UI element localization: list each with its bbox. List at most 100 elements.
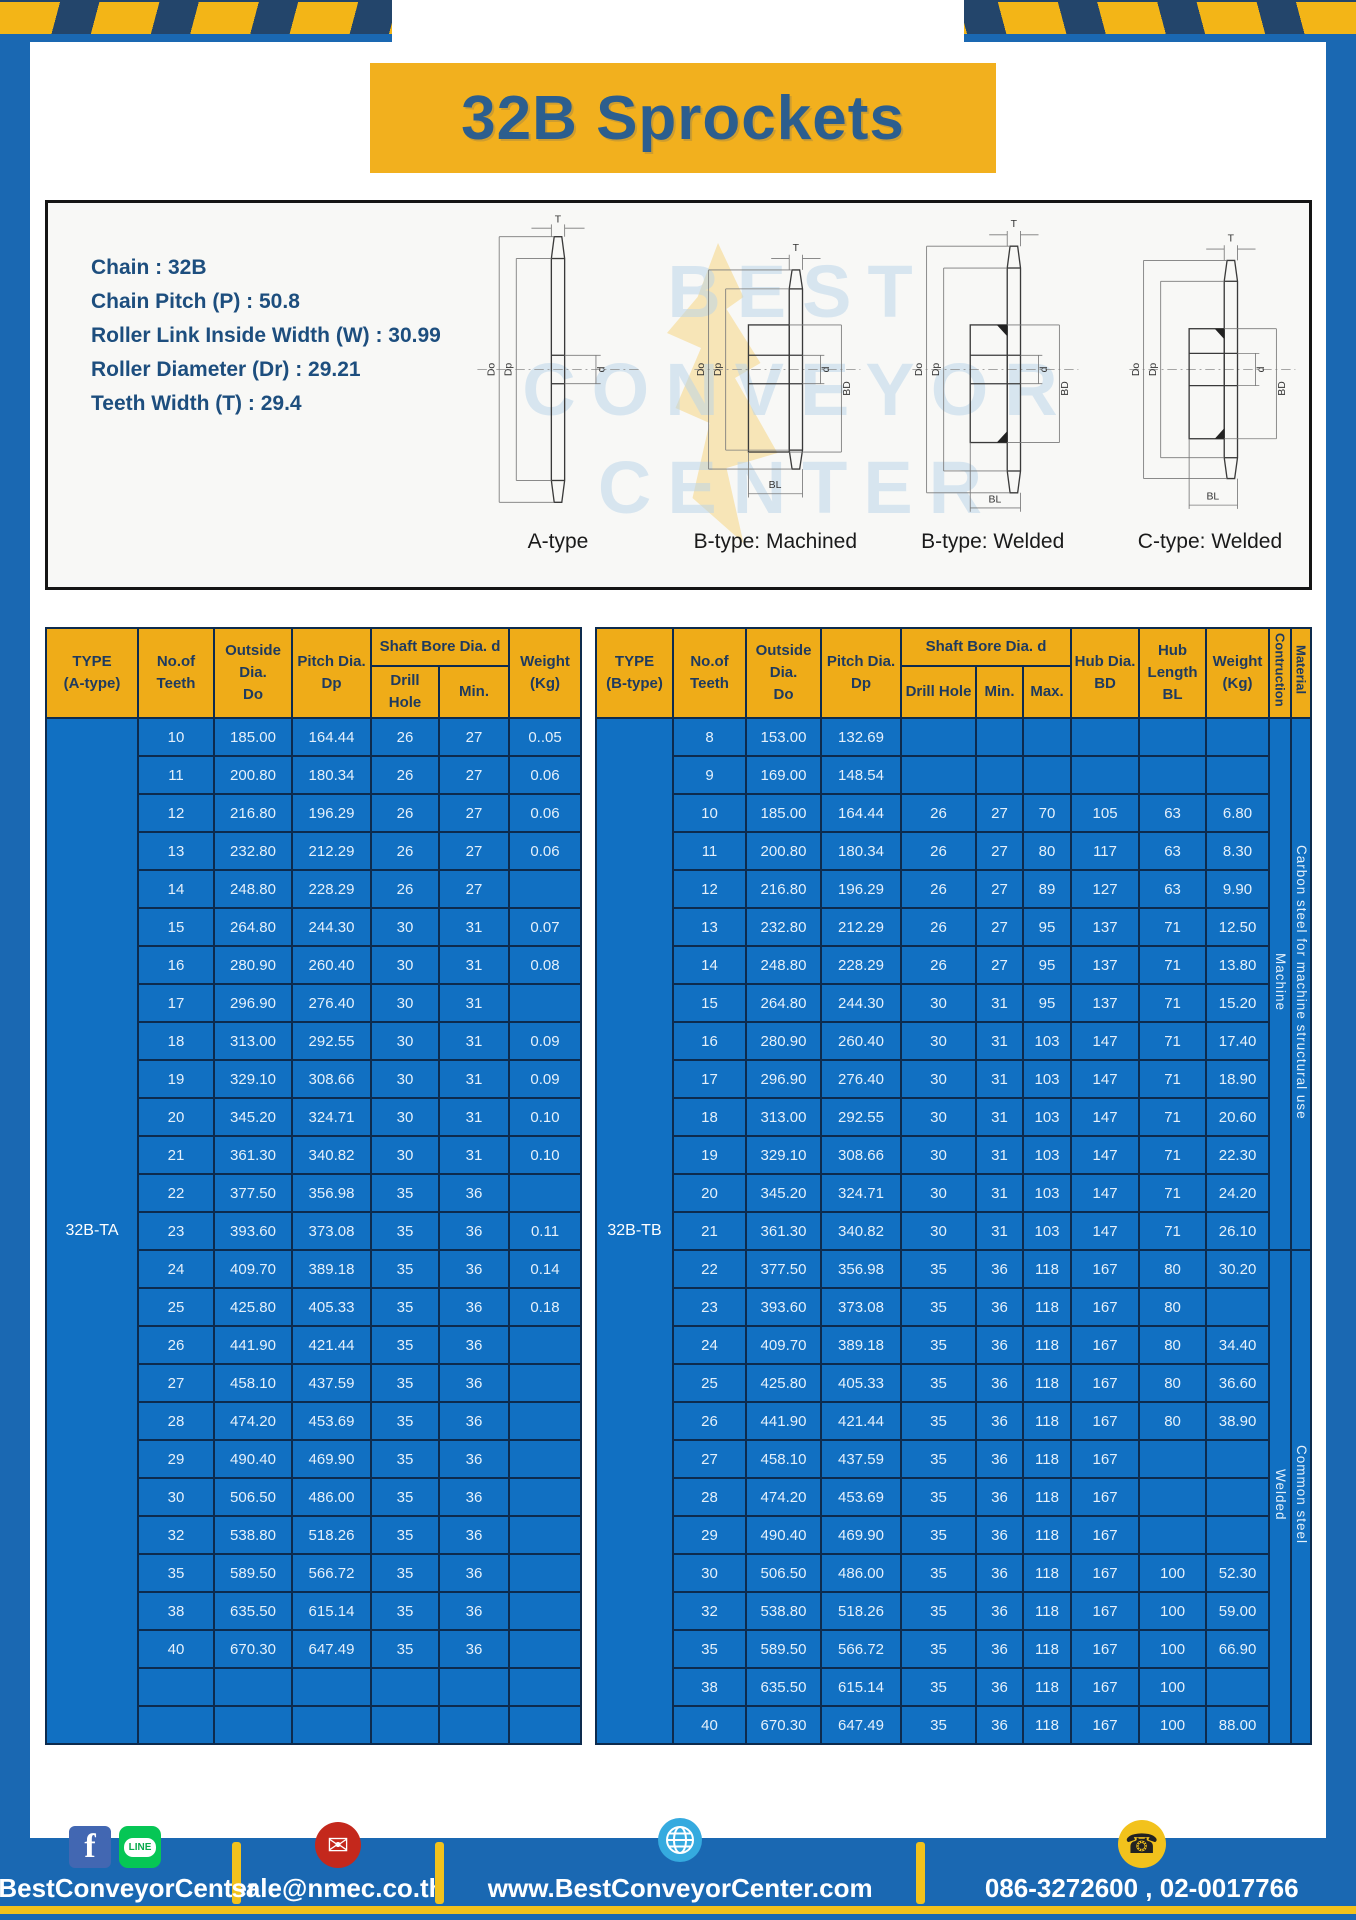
- table-b-cell: [975, 755, 1024, 795]
- table-a-cell: 437.59: [291, 1363, 372, 1403]
- table-a-cell: 31: [437, 983, 511, 1023]
- table-row: 30 506.50 486.00 35 36 118 167 100 52.30: [596, 1553, 1311, 1593]
- table-b-cell: 118: [1021, 1325, 1073, 1365]
- table-b-cell: 453.69: [820, 1477, 902, 1517]
- table-a-cell: 31: [437, 1097, 511, 1137]
- table-a-cell: 506.50: [213, 1477, 293, 1517]
- table-b-cell: [1021, 755, 1073, 795]
- table-a-cell: 35: [370, 1287, 440, 1327]
- table-a-body: 32B-TA 10 185.00 164.44 26 27 0..05 11 200.80 180…: [45, 717, 583, 1745]
- table-b-cell: 71: [1138, 907, 1208, 947]
- table-a-cell: 308.66: [291, 1059, 372, 1099]
- table-a-cell: 16: [137, 945, 215, 985]
- table-b-cell: 26: [900, 831, 977, 871]
- table-b-cell: 103: [1021, 1211, 1073, 1251]
- b-type-welded-diagram: T Do Dp d BD BL: [912, 219, 1079, 512]
- table-b-cell: 615.14: [820, 1667, 902, 1707]
- col-shaft-bore: Shaft Bore Dia. d: [369, 627, 511, 667]
- table-b-cell: [1070, 755, 1141, 795]
- table-b-cell: 15: [672, 983, 747, 1023]
- dim-do-label: Do: [696, 363, 707, 377]
- table-a-cell: 474.20: [213, 1401, 293, 1441]
- facebook-icon: f: [69, 1826, 111, 1868]
- construction-section-label: Welded: [1272, 1469, 1288, 1521]
- table-b-cell: 490.40: [745, 1515, 822, 1555]
- table-b-cell: 30: [900, 983, 977, 1023]
- table-b-cell: 437.59: [820, 1439, 902, 1479]
- table-a-cell: 17: [137, 983, 215, 1023]
- table-a-cell: 38: [137, 1591, 215, 1631]
- table-b-cell: 147: [1070, 1211, 1141, 1251]
- table-b-cell: [1138, 755, 1208, 795]
- col-outside-dia: Outside Dia. Do: [745, 627, 822, 719]
- table-b-cell: [975, 717, 1024, 757]
- col-drill-hole: Drill Hole: [900, 665, 977, 719]
- dim-t-label: T: [793, 243, 800, 254]
- table-a-cell: 324.71: [291, 1097, 372, 1137]
- table-a-cell: 27: [437, 793, 511, 833]
- table-b-cell: 117: [1070, 831, 1141, 871]
- table-a-cell: 0..05: [508, 717, 583, 757]
- table-a-cell: 670.30: [213, 1629, 293, 1669]
- caption-c-type-welded: C-type: Welded: [1137, 530, 1283, 553]
- table-a-cell: 361.30: [213, 1135, 293, 1175]
- table-b-cell: 63: [1138, 831, 1208, 871]
- table-b-cell: 276.40: [820, 1059, 902, 1099]
- table-row: 12 216.80 196.29 26 27 89 127 63 9.90: [596, 869, 1311, 909]
- table-a-cell: 0.08: [508, 945, 583, 985]
- dim-do-label: Do: [486, 363, 497, 377]
- table-a-cell: 36: [437, 1439, 511, 1479]
- table-a-cell: 27: [137, 1363, 215, 1403]
- table-b-cell: 148.54: [820, 755, 902, 795]
- table-row: 16 280.90 260.40 30 31 103 147 71 17.40: [596, 1021, 1311, 1061]
- table-b-cell: 373.08: [820, 1287, 902, 1327]
- table-row: 30 506.50 486.00 35 36: [46, 1477, 583, 1517]
- table-a-cell: 469.90: [291, 1439, 372, 1479]
- table-a-cell: 36: [437, 1249, 511, 1289]
- table-a-cell: [137, 1705, 215, 1745]
- table-b-cell: 22: [672, 1249, 747, 1289]
- dim-dp-label: Dp: [931, 363, 942, 377]
- table-b-cell: [1138, 1439, 1208, 1479]
- table-a-cell: [370, 1705, 440, 1745]
- table-row: 13 232.80 212.29 26 27 95 137 71 12.50: [596, 907, 1311, 947]
- table-b-cell: 34.40: [1205, 1325, 1271, 1365]
- table-a-cell: 35: [370, 1363, 440, 1403]
- table-b-cell: 59.00: [1205, 1591, 1271, 1631]
- table-b-cell: 36.60: [1205, 1363, 1271, 1403]
- table-a-cell: 356.98: [291, 1173, 372, 1213]
- table-b-cell: 244.30: [820, 983, 902, 1023]
- table-b-body: 32B-TB 8 153.00 132.69 Machine Carbon steel f…: [595, 717, 1313, 1745]
- table-b-cell: 12.50: [1205, 907, 1271, 947]
- table-a-cell: 35: [370, 1401, 440, 1441]
- col-drill-hole: Drill Hole: [370, 665, 440, 719]
- table-b-cell: 26: [900, 907, 977, 947]
- table-row: 20 345.20 324.71 30 31 0.10: [46, 1097, 583, 1137]
- table-a-cell: [508, 869, 583, 909]
- dim-d-label: d: [821, 366, 832, 372]
- table-b-cell: 12: [672, 869, 747, 909]
- drawing-b-type-welded: T Do Dp d BD BL: [898, 213, 1088, 554]
- table-b-cell: 167: [1070, 1515, 1141, 1555]
- table-a-cell: 23: [137, 1211, 215, 1251]
- table-b-cell: 647.49: [820, 1705, 902, 1745]
- caption-b-type-machined: B-type: Machined: [693, 530, 858, 553]
- table-b-cell: 30: [900, 1059, 977, 1099]
- table-a-cell: 36: [437, 1477, 511, 1517]
- table-a-cell: 486.00: [291, 1477, 372, 1517]
- table-b-cell: 486.00: [820, 1553, 902, 1593]
- table-row: 18 313.00 292.55 30 31 0.09: [46, 1021, 583, 1061]
- table-b-cell: 31: [975, 1135, 1024, 1175]
- table-row: 25 425.80 405.33 35 36 118 167 80 36.60: [596, 1363, 1311, 1403]
- table-b-cell: 35: [672, 1629, 747, 1669]
- table-b-cell: 458.10: [745, 1439, 822, 1479]
- table-b-cell: 118: [1021, 1667, 1073, 1707]
- table-b-cell: 36: [975, 1401, 1024, 1441]
- table-b-cell: 38: [672, 1667, 747, 1707]
- material-section-label: Carbon steel for machine structural use: [1293, 844, 1309, 1120]
- table-b-cell: 30: [900, 1097, 977, 1137]
- col-weight: Weight (Kg): [1205, 627, 1271, 719]
- table-a-cell: 0.07: [508, 907, 583, 947]
- table-row: 10 185.00 164.44 26 27 70 105 63 6.80: [596, 793, 1311, 833]
